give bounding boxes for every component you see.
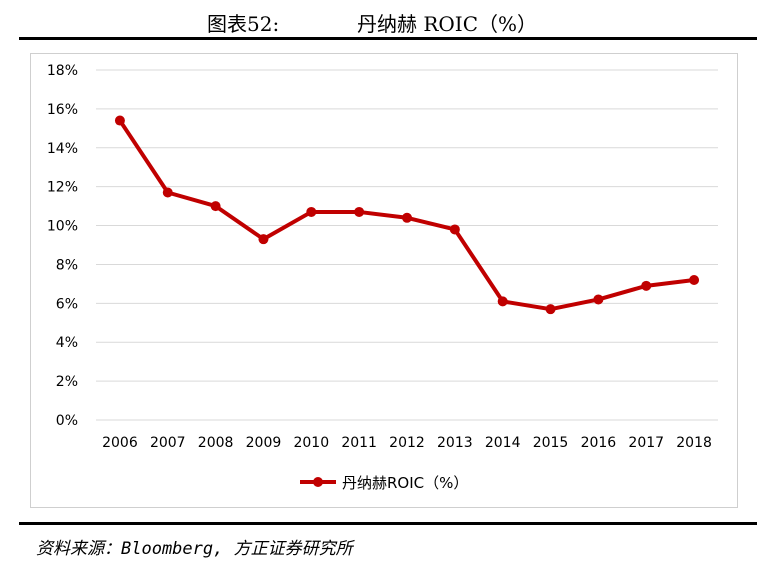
data-point	[545, 304, 556, 315]
x-tick-label: 2013	[437, 435, 473, 451]
data-point	[210, 201, 221, 212]
source-note: 资料来源：Bloomberg, 方正证券研究所	[36, 539, 353, 559]
x-tick-label: 2017	[628, 435, 664, 451]
data-point	[354, 206, 365, 217]
data-point	[689, 275, 700, 285]
x-tick-label: 2011	[341, 435, 377, 451]
figure-title: 图表52: 丹纳赫 ROIC（%）	[0, 4, 768, 36]
x-tick-label: 2009	[246, 435, 282, 451]
x-tick-label: 2018	[676, 435, 712, 451]
y-tick-label: 0%	[56, 413, 78, 429]
data-point	[114, 115, 125, 126]
y-tick-label: 2%	[56, 374, 78, 390]
data-point	[258, 234, 269, 245]
x-tick-label: 2012	[389, 435, 425, 451]
data-point	[306, 206, 317, 217]
legend-label: 丹纳赫ROIC（%）	[342, 474, 468, 492]
figure-label: 图表52:	[207, 12, 280, 36]
y-tick-label: 16%	[47, 102, 78, 118]
y-tick-label: 18%	[47, 63, 78, 79]
data-point	[641, 280, 652, 291]
x-tick-label: 2007	[150, 435, 186, 451]
legend-swatch-marker	[313, 477, 323, 487]
bottom-rule	[19, 522, 757, 525]
x-tick-label: 2010	[293, 435, 329, 451]
data-point	[593, 294, 604, 305]
data-point	[162, 187, 173, 198]
figure-name: 丹纳赫 ROIC（%）	[357, 12, 538, 36]
x-tick-label: 2014	[485, 435, 521, 451]
x-tick-label: 2016	[581, 435, 617, 451]
y-tick-label: 14%	[47, 141, 78, 157]
y-tick-label: 6%	[56, 296, 78, 312]
x-tick-label: 2006	[102, 435, 138, 451]
y-tick-label: 4%	[56, 335, 78, 351]
x-tick-label: 2008	[198, 435, 234, 451]
y-tick-label: 12%	[47, 180, 78, 196]
y-tick-label: 8%	[56, 257, 78, 273]
y-tick-label: 10%	[47, 219, 78, 235]
chart-frame	[30, 53, 738, 508]
x-tick-label: 2015	[533, 435, 569, 451]
data-point	[497, 296, 508, 307]
top-rule	[19, 37, 757, 40]
data-point	[449, 224, 460, 235]
data-point	[402, 212, 412, 223]
